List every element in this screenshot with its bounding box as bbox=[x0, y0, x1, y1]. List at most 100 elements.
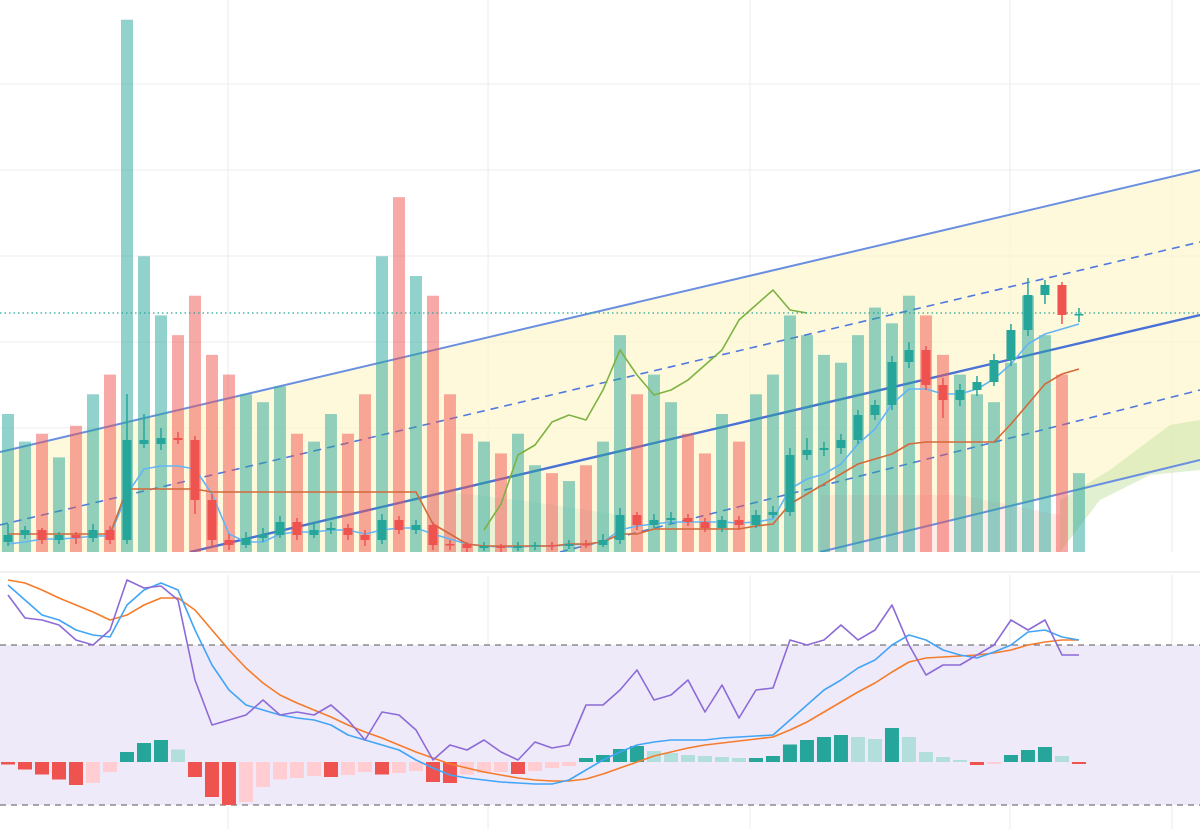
candle-body bbox=[156, 438, 166, 444]
histogram-bar bbox=[629, 746, 644, 762]
volume-bar bbox=[392, 197, 405, 552]
level-band bbox=[0, 645, 1200, 805]
volume-bar bbox=[1004, 362, 1017, 552]
histogram-bar bbox=[357, 762, 372, 772]
histogram-bar bbox=[221, 762, 236, 805]
volume-bar bbox=[86, 394, 99, 552]
candle-body bbox=[717, 520, 727, 528]
indicator-line bbox=[7, 582, 1080, 785]
histogram-bar bbox=[153, 740, 168, 762]
histogram-bar bbox=[986, 762, 1001, 764]
histogram-bar bbox=[799, 740, 814, 762]
candle-body bbox=[360, 535, 370, 540]
volume-bar bbox=[715, 414, 728, 552]
histogram-bar bbox=[714, 757, 729, 762]
indicator-line bbox=[8, 368, 1080, 547]
histogram-bar bbox=[272, 762, 287, 780]
volume-bar bbox=[273, 386, 286, 552]
histogram-bar bbox=[663, 753, 678, 762]
volume-bar bbox=[1038, 335, 1051, 552]
candle-body bbox=[955, 390, 965, 400]
candle-body bbox=[836, 440, 846, 448]
histogram-bar bbox=[323, 762, 338, 777]
candle-body bbox=[377, 520, 387, 540]
histogram-bar bbox=[527, 762, 542, 771]
candle-body bbox=[224, 540, 234, 545]
candle-body bbox=[88, 530, 98, 538]
histogram-bar bbox=[408, 762, 423, 771]
volume-bar bbox=[256, 402, 269, 552]
histogram-bar bbox=[748, 758, 763, 762]
volume-bar bbox=[375, 256, 388, 552]
volume-bar bbox=[953, 374, 966, 552]
candle-body bbox=[751, 515, 761, 525]
candle-body bbox=[785, 455, 795, 512]
volume-bar bbox=[970, 394, 983, 552]
histogram-bar bbox=[493, 762, 508, 772]
candle-body bbox=[802, 450, 812, 455]
histogram-bar bbox=[391, 762, 406, 773]
histogram-bar bbox=[102, 762, 117, 772]
indicator-line bbox=[7, 579, 1079, 782]
candle-body bbox=[887, 362, 897, 405]
volume-bar bbox=[69, 425, 82, 552]
candle-body bbox=[258, 535, 268, 538]
volume-bar bbox=[766, 374, 779, 552]
volume-bar bbox=[1055, 374, 1068, 552]
cloud bbox=[1060, 420, 1200, 552]
volume-bar bbox=[579, 465, 592, 552]
histogram-bar bbox=[850, 737, 865, 762]
candle-body bbox=[768, 512, 778, 515]
candle-body bbox=[445, 544, 455, 546]
volume-bar bbox=[341, 433, 354, 552]
histogram-bar bbox=[1020, 750, 1035, 762]
candle-body bbox=[921, 350, 931, 385]
candle-body bbox=[309, 530, 319, 535]
candle-body bbox=[972, 382, 982, 390]
histogram-bar bbox=[884, 728, 899, 762]
histogram-bar bbox=[340, 762, 355, 775]
candle-body bbox=[105, 530, 115, 540]
indicator-line bbox=[483, 289, 808, 531]
candle-body bbox=[122, 440, 132, 540]
candle-body bbox=[326, 528, 336, 530]
candle-body bbox=[513, 546, 523, 548]
histogram-bar bbox=[561, 762, 576, 766]
histogram-bar bbox=[238, 762, 253, 802]
histogram-bar bbox=[68, 762, 83, 785]
candle-body bbox=[190, 440, 200, 500]
histogram-bar bbox=[1071, 762, 1086, 764]
histogram-bar bbox=[918, 752, 933, 762]
volume-bar bbox=[409, 276, 422, 552]
candle-body bbox=[564, 544, 574, 546]
volume-bar bbox=[239, 394, 252, 552]
volume-bar bbox=[426, 295, 439, 552]
candle-body bbox=[20, 530, 30, 535]
volume-bar bbox=[698, 453, 711, 552]
histogram-bar bbox=[952, 760, 967, 762]
volume-bar bbox=[647, 374, 660, 552]
volume-bar bbox=[137, 256, 150, 552]
candle-body bbox=[1057, 285, 1067, 315]
histogram-bar bbox=[612, 749, 627, 762]
histogram-bar bbox=[204, 762, 219, 797]
candle-body bbox=[37, 530, 47, 540]
candle-body bbox=[411, 525, 421, 530]
candle-body bbox=[71, 535, 81, 538]
histogram-bar bbox=[510, 762, 525, 774]
histogram-bar bbox=[306, 762, 321, 776]
indicator-line bbox=[7, 579, 1079, 761]
volume-bar bbox=[562, 481, 575, 552]
volume-bar bbox=[18, 441, 31, 552]
volume-bar bbox=[52, 457, 65, 552]
candle-body bbox=[479, 546, 489, 548]
histogram-bar bbox=[374, 762, 389, 775]
volume-bar bbox=[749, 394, 762, 552]
histogram-bar bbox=[170, 749, 185, 762]
histogram-bar bbox=[544, 762, 559, 768]
volume-bar bbox=[460, 433, 473, 552]
volume-bar bbox=[103, 374, 116, 552]
histogram-bar bbox=[85, 762, 100, 783]
